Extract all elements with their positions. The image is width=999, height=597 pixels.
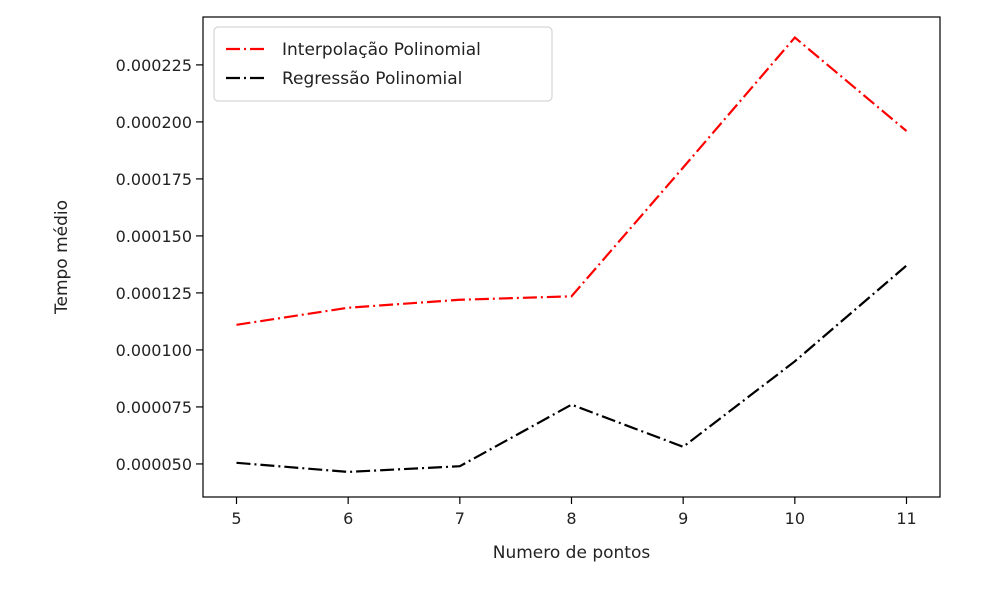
x-tick-label: 8: [566, 509, 576, 528]
y-tick-label: 0.000175: [116, 170, 192, 189]
legend-label: Regressão Polinomial: [282, 69, 462, 89]
x-axis: 5 6 7 8 9 10 11: [231, 497, 917, 528]
x-tick-label: 5: [231, 509, 241, 528]
x-tick-label: 7: [455, 509, 465, 528]
x-axis-label: Numero de pontos: [493, 543, 651, 563]
y-tick-label: 0.000075: [116, 398, 192, 417]
series-layer: [236, 35, 908, 474]
legend: Interpolação Polinomial Regressão Polinom…: [213, 26, 553, 102]
series-line-0: [236, 35, 908, 326]
x-tick-label: 9: [678, 509, 688, 528]
y-axis: 0.000050 0.000075 0.000100 0.000125 0.000150…: [116, 56, 203, 474]
series-line-1: [236, 264, 908, 474]
y-tick-label: 0.000150: [116, 227, 192, 246]
x-tick-label: 10: [785, 509, 805, 528]
x-tick-label: 11: [896, 509, 916, 528]
y-tick-label: 0.000050: [116, 455, 192, 474]
y-tick-label: 0.000200: [116, 113, 192, 132]
x-tick-label: 6: [343, 509, 353, 528]
y-tick-label: 0.000100: [116, 341, 192, 360]
legend-label: Interpolação Polinomial: [282, 40, 481, 60]
y-tick-label: 0.000225: [116, 56, 192, 75]
y-tick-label: 0.000125: [116, 284, 192, 303]
y-axis-label: Tempo médio: [52, 200, 72, 315]
legend-box: [213, 26, 553, 102]
